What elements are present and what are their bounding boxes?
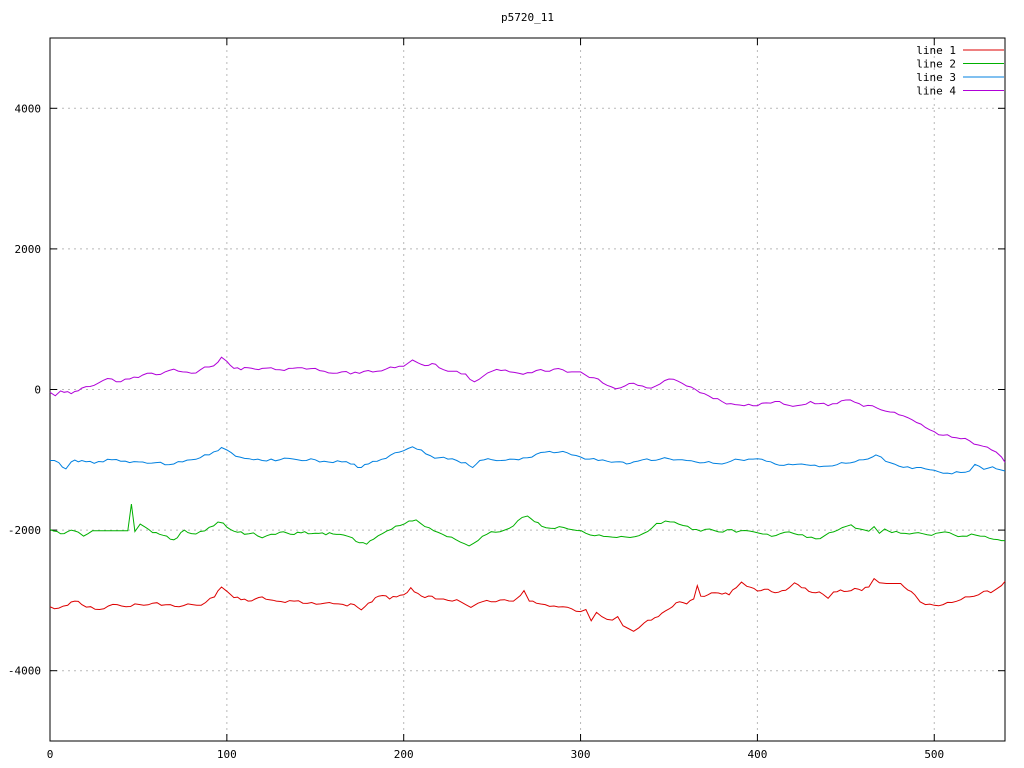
legend-label-line-2: line 2: [916, 58, 956, 71]
x-tick-label: 300: [571, 748, 591, 761]
series-line-2: [49, 504, 1005, 547]
y-tick-label: 0: [34, 384, 41, 397]
y-tick-label: -4000: [8, 665, 41, 678]
x-tick-label: 400: [747, 748, 767, 761]
y-tick-label: -2000: [8, 524, 41, 537]
chart-title: p5720_11: [501, 11, 554, 24]
legend-label-line-4: line 4: [916, 85, 956, 98]
legend-label-line-3: line 3: [916, 71, 956, 84]
series-line-1: [49, 577, 1006, 632]
x-tick-label: 0: [47, 748, 54, 761]
series-line-3: [50, 446, 1006, 475]
series-line-4: [49, 356, 1006, 463]
legend-label-line-1: line 1: [916, 44, 956, 57]
x-tick-label: 500: [924, 748, 944, 761]
x-tick-label: 200: [394, 748, 414, 761]
y-tick-label: 4000: [15, 102, 42, 115]
x-tick-label: 100: [217, 748, 237, 761]
y-tick-label: 2000: [15, 243, 42, 256]
